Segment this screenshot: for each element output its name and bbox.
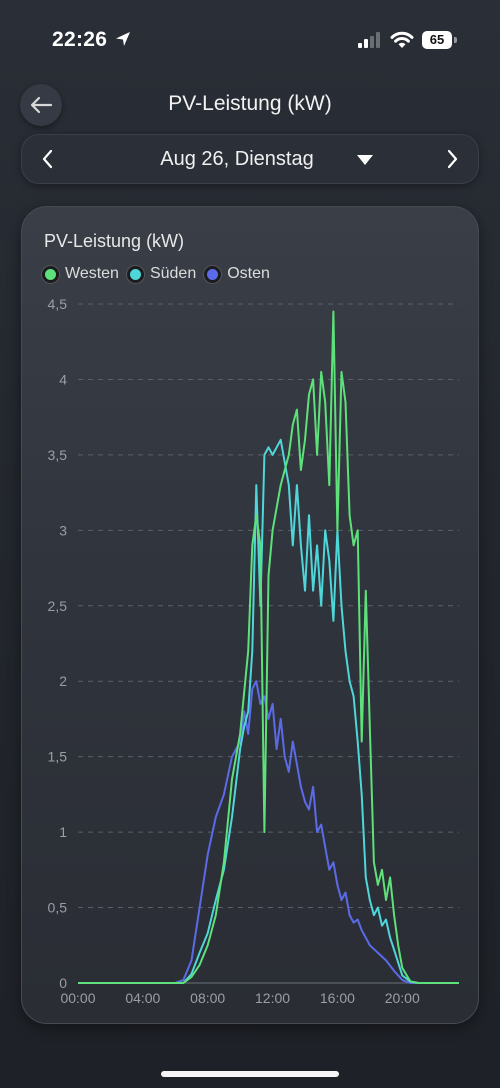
x-tick-label: 16:00 xyxy=(320,990,355,1006)
legend-dot xyxy=(126,265,144,283)
y-tick-label: 1,5 xyxy=(48,749,68,765)
legend-dot xyxy=(204,265,222,283)
x-tick-label: 20:00 xyxy=(385,990,420,1006)
home-indicator xyxy=(161,1071,339,1077)
date-selector: Aug 26, Dienstag xyxy=(21,134,479,184)
y-tick-label: 0,5 xyxy=(48,900,68,916)
page-title: PV-Leistung (kW) xyxy=(168,92,332,115)
pv-line-chart: 0 0,5 1 1,5 2 2,5 3 3,5 4 4,5 00:00 04:00 08:00 12:00… xyxy=(48,296,459,1006)
legend-item-westen[interactable]: Westen xyxy=(42,265,119,283)
y-tick-label: 4,5 xyxy=(48,296,68,312)
x-tick-label: 08:00 xyxy=(190,990,225,1006)
y-tick-label: 4 xyxy=(59,371,67,387)
legend-item-süden[interactable]: Süden xyxy=(126,265,197,283)
y-tick-label: 1 xyxy=(59,824,67,840)
chart-title: PV-Leistung (kW) xyxy=(44,231,185,251)
battery-icon: 65 xyxy=(422,31,452,49)
date-label[interactable]: Aug 26, Dienstag xyxy=(160,148,314,170)
legend-dot xyxy=(42,265,59,283)
y-tick-label: 2 xyxy=(59,673,67,689)
chart-legend: Westen Süden Osten xyxy=(42,265,270,283)
chevron-right-icon[interactable] xyxy=(440,147,464,171)
back-button[interactable] xyxy=(20,84,62,126)
legend-label: Süden xyxy=(149,265,197,282)
legend-label: Osten xyxy=(227,265,270,282)
x-tick-label: 04:00 xyxy=(125,990,160,1006)
y-tick-label: 3 xyxy=(59,522,67,538)
wifi-icon xyxy=(390,31,414,48)
location-arrow-icon xyxy=(116,32,130,46)
y-tick-label: 3,5 xyxy=(48,447,68,463)
status-bar: 22:26 65 xyxy=(0,0,500,80)
x-tick-label: 00:00 xyxy=(60,990,95,1006)
y-tick-label: 2,5 xyxy=(48,598,68,614)
y-tick-label: 0 xyxy=(59,975,67,991)
chevron-left-icon[interactable] xyxy=(36,147,60,171)
x-tick-label: 12:00 xyxy=(255,990,290,1006)
cellular-signal-icon xyxy=(358,32,380,48)
caret-down-icon[interactable] xyxy=(356,154,374,166)
series-line-süden xyxy=(78,438,459,984)
chart-card: 0 0,5 1 1,5 2 2,5 3 3,5 4 4,5 00:00 04:00 08:00 12:00… xyxy=(21,206,479,1024)
series-line-westen xyxy=(78,310,459,984)
legend-label: Westen xyxy=(65,265,119,282)
arrow-left-icon xyxy=(30,96,53,114)
series-line-osten xyxy=(78,680,459,984)
legend-item-osten[interactable]: Osten xyxy=(204,265,270,283)
status-time: 22:26 xyxy=(52,28,108,51)
battery-tip xyxy=(454,37,457,43)
